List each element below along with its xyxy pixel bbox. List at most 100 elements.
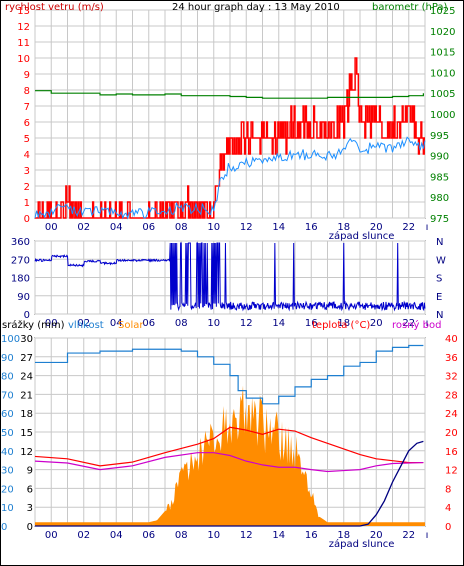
rain-y-tick: 6: [27, 484, 33, 495]
rain-y-tick: 18: [20, 409, 33, 420]
baro-y-tick: 990: [430, 152, 449, 163]
temp-y-tick: 16: [445, 447, 458, 458]
hum-y-tick: 90: [1, 353, 14, 364]
wind-y-tick: 12: [17, 22, 30, 33]
temp-y-tick: 40: [445, 334, 458, 345]
temp-y-tick: 32: [445, 372, 458, 383]
dir-x-tick: 16: [305, 318, 318, 329]
wind-speed-line: [34, 136, 426, 220]
temp-y-tick: 4: [445, 503, 451, 514]
rain-y-tick: 21: [20, 390, 33, 401]
baro-y-tick: 1005: [430, 89, 455, 100]
dir-compass-tick: N: [436, 310, 443, 321]
hum-y-tick: 100: [1, 334, 20, 345]
wind-y-tick: 0: [24, 214, 30, 225]
temp-x-tick: 16: [305, 530, 318, 541]
wind-y-tick: 5: [24, 134, 30, 145]
sunset-label-3: západ slunce: [329, 538, 395, 550]
wind-x-tick: 20: [370, 222, 383, 233]
wind-x-tick: 00: [45, 222, 58, 233]
chart-title: 24 hour graph day : 13 May 2010: [172, 2, 340, 13]
wind-x-tick: 04: [110, 222, 123, 233]
rain-y-tick: 9: [27, 466, 33, 477]
wind-y-tick: 3: [24, 166, 30, 177]
wind-y-tick: 9: [24, 70, 30, 81]
rain-y-tick: 15: [20, 428, 33, 439]
wind-y-tick: 2: [24, 182, 30, 193]
dir-x-tick: 00: [45, 318, 58, 329]
baro-y-tick: 1015: [430, 48, 455, 59]
wind-gust-line: [35, 57, 425, 219]
dir-y-tick: 0: [24, 310, 30, 321]
baro-y-tick: 975: [430, 214, 449, 225]
baro-axis-label: barometr (hPa): [372, 2, 448, 13]
wind-y-tick: 10: [17, 54, 30, 65]
baro-y-tick: 980: [430, 193, 449, 204]
rain-y-tick: 30: [20, 334, 33, 345]
temp-y-tick: 8: [445, 484, 451, 495]
wind-y-tick: 6: [24, 118, 30, 129]
temp-y-tick: 36: [445, 353, 458, 364]
dir-x-tick: 10: [207, 318, 220, 329]
rain-y-tick: 12: [20, 447, 33, 458]
wind-x-tick: 10: [207, 222, 220, 233]
sunset-label-1: západ slunce: [329, 230, 395, 242]
wind-x-tick: 08: [175, 222, 188, 233]
temp-y-tick: 24: [445, 409, 458, 420]
wind-x-tick: 18: [337, 222, 350, 233]
dir-y-tick: 180: [11, 274, 30, 285]
hum-y-tick: 50: [1, 428, 14, 439]
wind-x-tick: 14: [272, 222, 285, 233]
hum-axis-label: vlhkost: [68, 320, 104, 331]
wind-y-tick: 13: [17, 6, 30, 17]
wind-x-tick: 22: [402, 222, 415, 233]
dir-compass-tick: E: [436, 292, 442, 303]
baro-y-tick: 1000: [430, 110, 455, 121]
wind-y-tick: 11: [17, 38, 30, 49]
dir-compass-tick: W: [436, 255, 446, 266]
dir-x-tick-end: ı: [426, 318, 429, 329]
wind-axis-label: rychlost vetru (m/s): [5, 2, 104, 13]
wind-x-tick: 12: [240, 222, 253, 233]
dir-x-tick: 04: [110, 318, 123, 329]
hum-y-tick: 30: [1, 466, 14, 477]
hum-y-tick: 10: [1, 503, 14, 514]
wind-y-tick: 1: [24, 198, 30, 209]
wind-direction-line: [34, 242, 426, 312]
rain-y-tick: 24: [20, 372, 33, 383]
temp-x-tick: 02: [77, 530, 90, 541]
baro-y-tick: 1025: [430, 6, 455, 17]
solar-axis-label: Solar: [118, 320, 144, 331]
wind-y-tick: 8: [24, 86, 30, 97]
dewpoint-line: [34, 452, 424, 473]
baro-line: [35, 90, 424, 99]
rain-axis-label: srážky (mm): [2, 319, 65, 331]
temp-axis-label: teplota (°C): [312, 320, 370, 331]
dir-x-tick: 06: [142, 318, 155, 329]
temp-x-tick: 12: [240, 530, 253, 541]
hum-y-tick: 80: [1, 372, 14, 383]
temp-x-tick: 06: [142, 530, 155, 541]
wind-x-tick-end: ı: [426, 222, 429, 233]
temp-x-tick: 00: [45, 530, 58, 541]
rain-y-tick: 3: [27, 503, 33, 514]
dew-axis-label: rosný bod: [392, 319, 441, 331]
wind-y-tick: 4: [24, 150, 30, 161]
temp-x-tick: 14: [272, 530, 285, 541]
dir-compass-tick: S: [436, 274, 442, 285]
dir-x-tick: 20: [370, 318, 383, 329]
dir-y-tick: 360: [11, 237, 30, 248]
dir-compass-tick: N: [436, 237, 443, 248]
dir-x-tick: 02: [77, 318, 90, 329]
wind-y-tick: 7: [24, 102, 30, 113]
temp-x-tick: 10: [207, 530, 220, 541]
temperature-line: [34, 426, 424, 467]
dir-x-tick: 12: [240, 318, 253, 329]
temp-x-tick: 18: [337, 530, 350, 541]
dir-x-tick: 14: [272, 318, 285, 329]
temp-x-tick: 04: [110, 530, 123, 541]
baro-y-tick: 1020: [430, 27, 455, 38]
wind-x-tick: 16: [305, 222, 318, 233]
humidity-line: [35, 344, 424, 405]
dir-x-tick: 08: [175, 318, 188, 329]
